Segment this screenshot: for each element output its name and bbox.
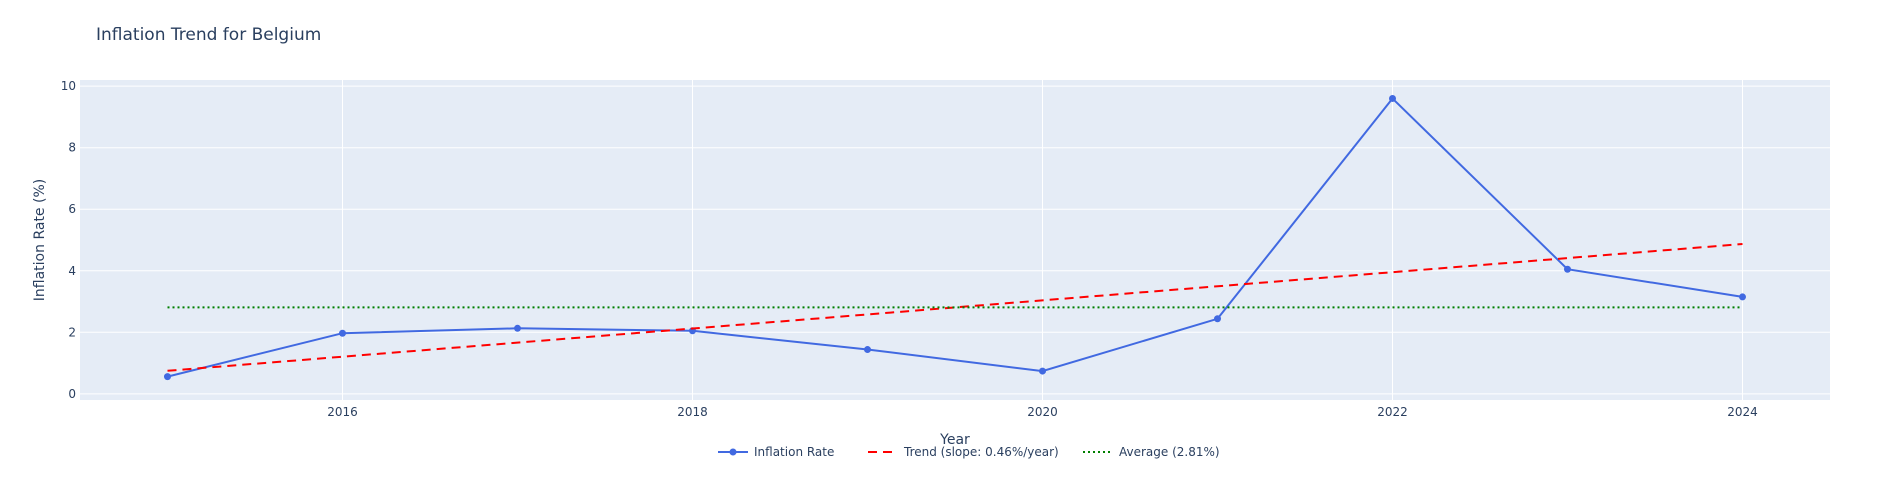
data-point	[164, 373, 171, 381]
y-tick-label: 6	[68, 202, 76, 216]
legend-label: Average (2.81%)	[1119, 445, 1220, 459]
chart-title: Inflation Trend for Belgium	[96, 25, 321, 45]
legend-label: Inflation Rate	[754, 445, 834, 459]
data-point	[1214, 315, 1221, 323]
y-axis-title: Inflation Rate (%)	[32, 179, 48, 301]
legend-marker	[729, 448, 737, 456]
data-point	[1739, 293, 1746, 301]
x-tick-label: 2016	[327, 405, 358, 419]
x-tick-label: 2018	[677, 405, 708, 419]
x-tick-label: 2022	[1377, 405, 1408, 419]
data-point	[1564, 265, 1571, 273]
y-tick-label: 10	[61, 79, 76, 93]
x-axis-title: Year	[939, 432, 970, 448]
x-tick-label: 2020	[1027, 405, 1058, 419]
grid-lines	[80, 80, 1830, 400]
series-line	[167, 243, 1743, 372]
data-point	[864, 346, 871, 354]
data-point	[1389, 94, 1396, 102]
legend-label: Trend (slope: 0.46%/year)	[903, 445, 1059, 459]
data-point	[1039, 367, 1046, 375]
series-line	[167, 97, 1743, 378]
y-tick-label: 0	[68, 387, 76, 401]
y-tick-label: 4	[68, 264, 76, 278]
x-tick-labels: 2016 2018 2020 2022 2024	[327, 405, 1758, 419]
y-tick-label: 2	[68, 325, 76, 339]
data-point	[514, 324, 521, 332]
series-layer	[164, 94, 1746, 381]
y-tick-labels: 0 2 4 6 8 10	[61, 79, 76, 401]
data-point	[339, 329, 346, 337]
y-tick-label: 8	[68, 141, 76, 155]
legend: Inflation Rate Trend (slope: 0.46%/year) A…	[718, 445, 1220, 459]
x-tick-label: 2024	[1727, 405, 1758, 419]
